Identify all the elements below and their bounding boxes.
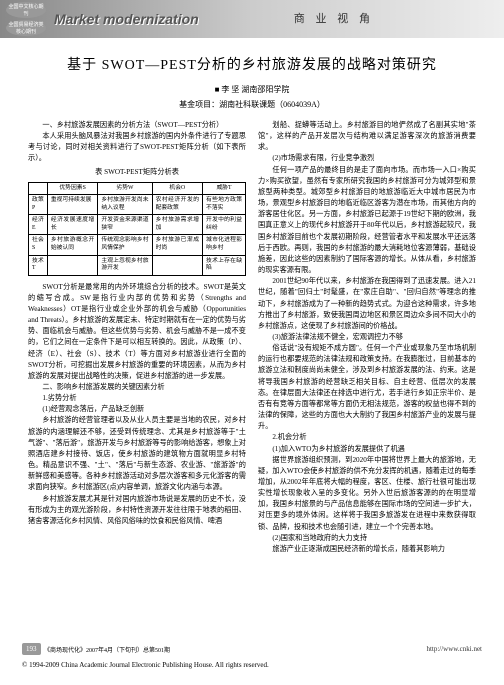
two-column-layout: 一、乡村旅游发展因素的分析方法（SWOT—PEST分析） 本人采用头脑风暴法对我… (28, 120, 476, 555)
cell: 经济发展速度增长 (47, 215, 97, 235)
cell: 乡村旅游开发尚未纳入议程 (98, 195, 152, 215)
right-p2-head: (2)市场需求有限，行业竞争激烈 (258, 153, 476, 164)
right-p4: 俗话说"没有规矩不成方圆"。任何一个产业或现象乃至市场机制的运行也都要规范的法律… (258, 343, 476, 432)
cell: 开发资金来源渠道狭窄 (98, 215, 152, 235)
th-1: 优势因素S (47, 182, 97, 195)
th-4: 威胁T (203, 182, 246, 195)
table-row: 政策P 重视可持续发展 乡村旅游开发尚未纳入议程 农村经济开发的配套政策 有些地… (29, 195, 246, 215)
table-row: 社会S 乡村旅游概念开始被认同 传统观念影响乡村风情保护 乡村旅游已渐成时尚 城… (29, 235, 246, 255)
cell: 乡村旅游已渐成时尚 (152, 235, 202, 255)
article-title: 基于 SWOT—PEST分析的乡村旅游发展的战略对策研究 (28, 54, 476, 74)
left-p3-sub1-1: (1)经营观念落后，产品缺乏创新 (28, 404, 246, 415)
right-p6: 据世界旅游组织预测，到2020年中国将世界上最大的旅游地，无疑，加入WTO会使乡… (258, 455, 476, 533)
cell (152, 255, 202, 275)
left-p4: 乡村旅游的经营管理者以及从业人员主要是当地的农民，对乡村旅游的内涵理解还不够，还… (28, 415, 246, 493)
right-p1: 划船、捉蟒等活动上。乡村旅游目的地俨然成了名副其实地"茶馆"，这样的产品开发层次… (258, 120, 476, 153)
banner-title-en: Market modernization (54, 11, 199, 27)
cell: 传统观念影响乡村风情保护 (98, 235, 152, 255)
right-p7-head: (2)国家和当地政府的大力支持 (258, 533, 476, 544)
cnki-link: http://www.cnki.net (426, 645, 482, 653)
cell: 技术T (29, 255, 48, 275)
cell (47, 255, 97, 275)
left-column: 一、乡村旅游发展因素的分析方法（SWOT—PEST分析） 本人采用头脑风暴法对我… (28, 120, 246, 555)
author-line: ■ 李 坚 湖南邵阳学院 (28, 84, 476, 95)
left-p5: 乡村旅游发展尤其是针对国内旅游市场说是发展的历史不长，没有形成为主的观光游阶段，… (28, 494, 246, 527)
left-p3-sub1: 1.劣势分析 (28, 393, 246, 404)
left-p1: 本人采用头脑风暴法对我国乡村旅游的国内外条件进行了专题思考与讨论，同时对相关资料… (28, 131, 246, 164)
cell: 技术上存在缺陷 (203, 255, 246, 275)
cell: 乡村旅游概念开始被认同 (47, 235, 97, 255)
left-p2: SWOT分析是最常用的内外环境综合分析的技术。SWOT是英文的缩写合成。SW是指… (28, 282, 246, 382)
header-banner: 全国中文核心期刊 全国贸易经济类核心期刊 Market modernizatio… (0, 0, 504, 38)
badge-line2: 全国贸易经济类核心期刊 (6, 20, 46, 36)
fund-line: 基金项目：湖南社科联课题（0604039A） (28, 99, 476, 110)
right-p4-head: (3)旅游法律法规不健全，宏观调控力不够 (258, 332, 476, 343)
cell: 重视可持续发展 (47, 195, 97, 215)
th-2: 劣势W (98, 182, 152, 195)
author-name: 李 坚 湖南邵阳学院 (221, 85, 289, 94)
right-p3: 2001世纪90年代以来，乡村旅游在我国得到了迅速发展。进入21世纪，随着"回归… (258, 276, 476, 332)
cell: 主观上忽视乡村旅游开发 (98, 255, 152, 275)
section-1-head: 一、乡村旅游发展因素的分析方法（SWOT—PEST分析） (28, 120, 246, 131)
article-content: 基于 SWOT—PEST分析的乡村旅游发展的战略对策研究 ■ 李 坚 湖南邵阳学… (0, 38, 504, 563)
right-p5-head: 2.机会分析 (258, 432, 476, 443)
swot-pest-table: 优势因素S 劣势W 机会O 威胁T 政策P 重视可持续发展 乡村旅游开发尚未纳入… (28, 182, 246, 276)
cell: 有些地方政策不落实 (203, 195, 246, 215)
cell: 开发中的利益纠纷 (203, 215, 246, 235)
th-0 (29, 182, 48, 195)
section-2-head: 二、影响乡村旅游发展的关键因素分析 (28, 382, 246, 393)
author-mark: ■ (215, 85, 220, 94)
cell: 经济E (29, 215, 48, 235)
table-row: 经济E 经济发展速度增长 开发资金来源渠道狭窄 乡村旅游需求增加 开发中的利益纠… (29, 215, 246, 235)
table-row: 技术T 主观上忽视乡村旅游开发 技术上存在缺陷 (29, 255, 246, 275)
right-p2: 任何一项产品的最终目的是走了面向市场。而市场一入口×购买力×购买欲望，虽然有专家… (258, 165, 476, 277)
th-3: 机会O (152, 182, 202, 195)
right-column: 划船、捉蟒等活动上。乡村旅游目的地俨然成了名副其实地"茶馆"，这样的产品开发层次… (258, 120, 476, 555)
right-p5-sub: (1)加入WTO为乡村旅游的发展提供了机遇 (258, 444, 476, 455)
table-header-row: 优势因素S 劣势W 机会O 威胁T (29, 182, 246, 195)
badge-line1: 全国中文核心期刊 (6, 2, 46, 18)
banner-badge: 全国中文核心期刊 全国贸易经济类核心期刊 (6, 4, 46, 34)
right-p7: 旅游产业正逐渐成国民经济新的增长点，随着其影响力 (258, 544, 476, 555)
table-caption: 表 SWOT-PEST矩阵分析表 (28, 167, 246, 178)
cell: 乡村旅游需求增加 (152, 215, 202, 235)
cell: 社会S (29, 235, 48, 255)
cell: 政策P (29, 195, 48, 215)
footer: © 1994-2009 China Academic Journal Elect… (0, 649, 504, 669)
section-label: 商 业 视 角 (294, 10, 374, 26)
cell: 城市化进程影响乡村 (203, 235, 246, 255)
cell: 农村经济开发的配套政策 (152, 195, 202, 215)
